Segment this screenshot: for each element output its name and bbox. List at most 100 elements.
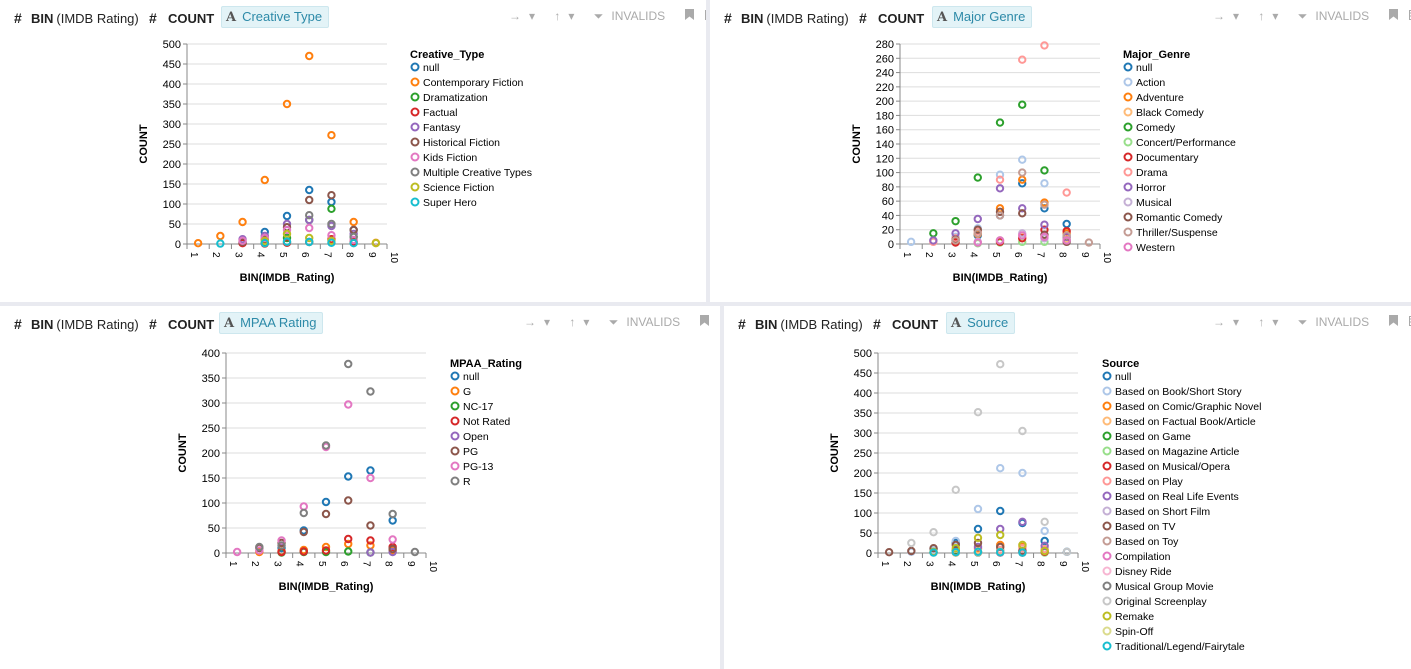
scatter-plot: 0 20 40 60 80 100 120 140 160 180 200 220 240 260 280 1… [851, 39, 1236, 284]
data-point [996, 530, 1005, 540]
x-axis-title: BIN(IMDB_Rating) [279, 581, 374, 593]
panel-header: # BIN (IMDB Rating) # COUNT A Source → ▾ ↑ ▾… [724, 306, 1411, 340]
data-point [996, 464, 1005, 473]
x-field[interactable]: BIN (IMDB Rating) [31, 11, 139, 26]
legend-symbol [410, 197, 420, 207]
data-point [1018, 231, 1027, 240]
x-tick-label: 5 [316, 561, 327, 567]
y-field[interactable]: COUNT [168, 11, 215, 26]
color-field-pill[interactable]: A MPAA Rating [219, 312, 324, 334]
y-tick-label: 200 [163, 159, 181, 171]
filter-invalids-button[interactable]: ⏷ INVALIDS [593, 9, 666, 23]
legend-title: MPAA_Rating [450, 358, 522, 370]
filter-invalids-button[interactable]: ⏷ INVALIDS [1297, 9, 1370, 23]
data-point [1040, 220, 1049, 229]
data-point [929, 544, 938, 553]
swap-arrow-right-icon[interactable]: → ▾ [509, 9, 536, 23]
sort-arrow-up-icon[interactable]: ↑ ▾ [1258, 9, 1279, 23]
sort-arrow-up-icon[interactable]: ↑ ▾ [569, 315, 590, 329]
y-tick-label: 350 [163, 99, 181, 111]
y-tick-label: 260 [876, 53, 894, 65]
data-point [216, 231, 225, 241]
legend-symbol [450, 461, 460, 471]
hash-icon: # [14, 316, 22, 332]
data-point [995, 170, 1005, 179]
legend-symbol [410, 107, 420, 117]
sort-arrow-up-icon[interactable]: ↑ ▾ [554, 9, 575, 23]
filter-invalids-button[interactable]: ⏷ INVALIDS [608, 315, 681, 329]
filter-invalids-button[interactable]: ⏷ INVALIDS [1297, 315, 1370, 329]
x-tick-label: 7 [321, 252, 332, 258]
x-tick-label: 3 [923, 561, 934, 567]
data-point [305, 185, 314, 195]
legend-label: Original Screenplay [1115, 596, 1207, 608]
table-icon[interactable] [1408, 315, 1411, 329]
y-field[interactable]: COUNT [168, 317, 215, 332]
swap-arrow-right-icon[interactable]: → ▾ [1213, 9, 1240, 23]
data-point [299, 502, 308, 511]
x-field[interactable]: BIN (IMDB Rating) [741, 11, 849, 26]
y-field[interactable]: COUNT [878, 11, 925, 26]
legend-symbol [1102, 626, 1112, 636]
color-field-pill[interactable]: A Source [946, 312, 1016, 334]
panel-header: # BIN (IMDB Rating) # COUNT A Major Genre … [710, 0, 1411, 34]
filter-icon: ⏷ [1297, 9, 1308, 23]
legend-label: Not Rated [463, 416, 510, 428]
x-tick-label: 8 [1035, 561, 1046, 567]
color-field-pill[interactable]: A Major Genre [932, 6, 1033, 28]
bookmark-icon[interactable] [1388, 9, 1398, 23]
data-point [282, 99, 292, 109]
panel-header: # BIN (IMDB Rating) # COUNT A Creative Typ… [0, 0, 706, 34]
legend-symbol [1102, 386, 1112, 396]
swap-arrow-right-icon[interactable]: → ▾ [524, 315, 551, 329]
legend-symbol [1102, 566, 1112, 576]
legend-symbol [1102, 401, 1112, 411]
legend-label: Super Hero [423, 197, 477, 209]
table-icon[interactable] [704, 9, 706, 23]
legend-label: Contemporary Fiction [423, 77, 524, 89]
y-tick-label: 200 [876, 96, 894, 108]
data-point [349, 235, 358, 245]
sort-arrow-up-icon[interactable]: ↑ ▾ [1258, 315, 1279, 329]
legend-symbol [1102, 461, 1112, 471]
y-tick-label: 160 [876, 125, 894, 137]
scatter-plot: 0 50 100 150 200 250 300 350 400 1 2 3 4 5 6 7 8 9 10 BIN(I… [177, 348, 522, 593]
bookmark-icon[interactable] [1388, 315, 1398, 329]
x-tick-label: 3 [271, 561, 282, 567]
table-icon[interactable] [1408, 9, 1411, 23]
bookmark-icon[interactable] [699, 315, 709, 329]
hash-icon: # [14, 10, 22, 26]
filter-icon: ⏷ [593, 9, 604, 23]
swap-arrow-right-icon[interactable]: → ▾ [1213, 315, 1240, 329]
x-field[interactable]: BIN (IMDB Rating) [755, 317, 863, 332]
x-tick-label: 6 [338, 561, 349, 567]
x-tick-label: 2 [901, 561, 912, 567]
data-point [929, 229, 938, 238]
legend-label: Concert/Performance [1136, 137, 1236, 149]
legend-symbol [410, 167, 420, 177]
x-tick-label: 1 [901, 252, 912, 258]
data-point [1040, 232, 1049, 242]
data-point [282, 225, 292, 235]
legend-symbol [1102, 581, 1112, 591]
legend-label: Based on Book/Short Story [1115, 386, 1242, 398]
x-field[interactable]: BIN (IMDB Rating) [31, 317, 139, 332]
color-field-pill[interactable]: A Creative Type [221, 6, 330, 28]
data-point [973, 408, 983, 417]
y-axis-title: COUNT [138, 124, 150, 163]
data-point [327, 197, 336, 207]
y-field[interactable]: COUNT [892, 317, 939, 332]
data-point [973, 538, 983, 548]
legend-label: Thriller/Suspense [1136, 227, 1218, 239]
legend-label: Based on Play [1115, 476, 1183, 488]
x-tick-label: 2 [210, 252, 221, 258]
data-point [1062, 219, 1071, 229]
legend-symbol [1102, 371, 1112, 381]
color-field-label: Source [967, 315, 1009, 330]
legend-symbol [450, 431, 460, 441]
y-tick-label: 200 [202, 448, 220, 460]
data-point [349, 239, 358, 248]
legend-symbol [450, 476, 460, 486]
hash-icon: # [149, 10, 157, 26]
bookmark-icon[interactable] [684, 9, 694, 23]
